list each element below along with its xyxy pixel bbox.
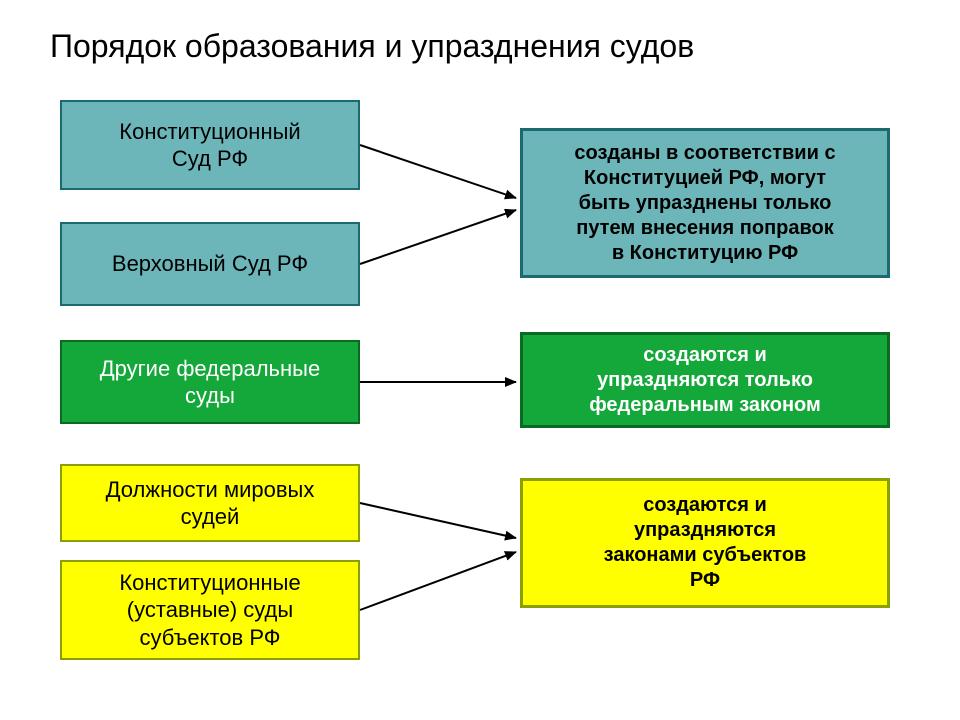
- diagram-box-r1: созданы в соответствии сКонституцией РФ,…: [520, 128, 890, 278]
- arrow-4: [360, 503, 516, 538]
- page-title: Порядок образования и упразднения судов: [50, 28, 694, 65]
- diagram-box-r3: создаются иупраздняютсязаконами субъекто…: [520, 478, 890, 608]
- diagram-box-b2: Верховный Суд РФ: [60, 222, 360, 306]
- arrow-2: [360, 210, 516, 264]
- diagram-box-b3: Другие федеральныесуды: [60, 340, 360, 424]
- arrow-5: [360, 552, 516, 610]
- diagram-box-b5: Конституционные(уставные) судысубъектов …: [60, 560, 360, 660]
- diagram-box-b4: Должности мировыхсудей: [60, 464, 360, 542]
- arrow-1: [360, 145, 516, 198]
- diagram-box-b1: КонституционныйСуд РФ: [60, 100, 360, 190]
- diagram-box-r2: создаются иупраздняются толькофедеральны…: [520, 332, 890, 428]
